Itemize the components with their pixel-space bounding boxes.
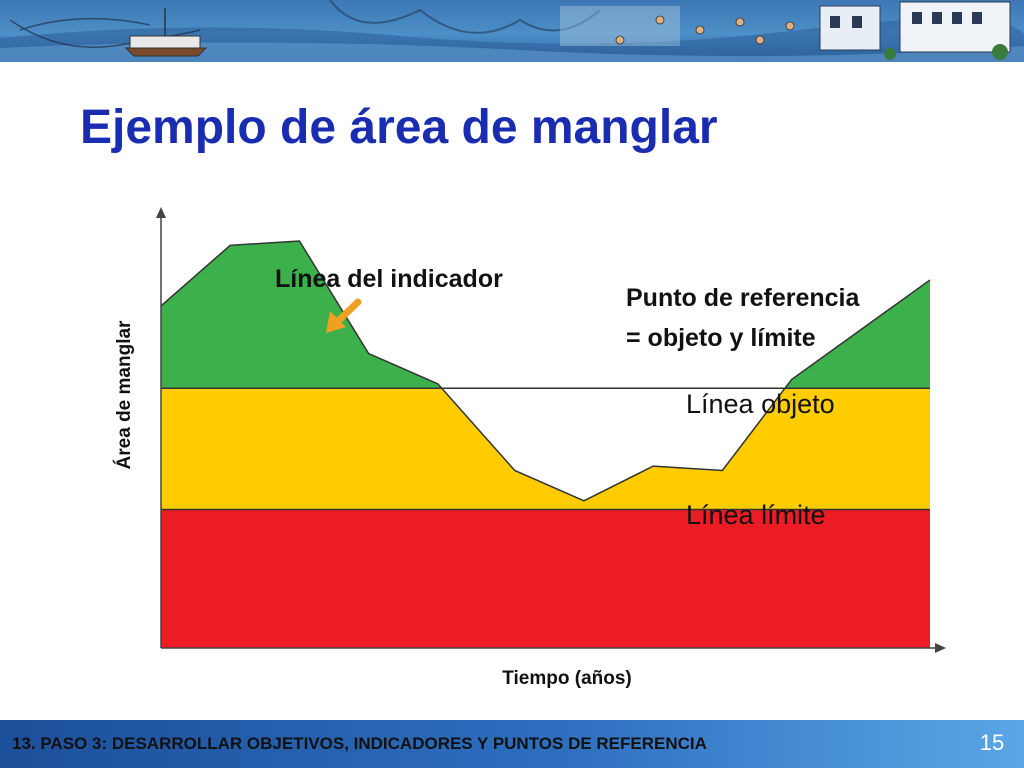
footer-section-title: 13. PASO 3: DESARROLLAR OBJETIVOS, INDIC… <box>12 734 707 753</box>
below-target-gap <box>441 388 785 501</box>
below-limit-red-zone <box>161 509 930 648</box>
indicator-pointer-arrow <box>326 298 362 333</box>
indicator-line <box>160 240 931 502</box>
footer-bar <box>0 720 1024 768</box>
x-axis-arrowhead <box>935 643 946 653</box>
y-axis-label: Área de manglar <box>113 320 135 469</box>
y-axis-arrowhead <box>156 207 166 218</box>
page-number: 15 <box>979 730 1005 755</box>
slide-title: Ejemplo de área de manglar <box>80 101 718 154</box>
mangrove-area-chart: Área de manglar Tiempo (años) Línea del … <box>113 207 946 689</box>
target-line-label: Línea objeto <box>686 389 835 419</box>
limit-line-label: Línea límite <box>686 500 826 530</box>
reference-point-subtitle: = objeto y límite <box>626 324 816 352</box>
x-axis-label: Tiempo (años) <box>502 668 632 689</box>
header-banner-image <box>0 0 1024 62</box>
reference-point-title: Punto de referencia <box>626 284 860 312</box>
illustration <box>0 0 1024 62</box>
indicator-annotation: Línea del indicador <box>275 265 503 293</box>
